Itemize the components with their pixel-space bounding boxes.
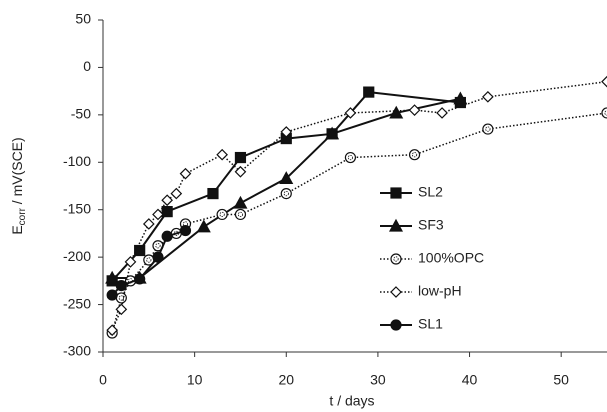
marker-inner bbox=[411, 152, 418, 158]
y-axis-label: Ecorr / mV(SCE) bbox=[9, 137, 28, 234]
marker bbox=[161, 194, 173, 207]
legend-label: SL1 bbox=[418, 316, 443, 332]
x-tick-label: 30 bbox=[370, 372, 386, 388]
marker bbox=[453, 91, 468, 105]
y-tick-label: 50 bbox=[75, 11, 91, 27]
marker bbox=[482, 90, 494, 103]
x-tick-label: 40 bbox=[462, 372, 478, 388]
y-label-rest: / mV(SCE) bbox=[9, 137, 25, 208]
y-tick-label: -250 bbox=[63, 295, 91, 311]
x-tick-label: 50 bbox=[553, 372, 569, 388]
marker-inner bbox=[237, 211, 244, 218]
marker bbox=[436, 107, 448, 119]
marker bbox=[179, 167, 192, 180]
y-tick-label: 0 bbox=[83, 58, 91, 74]
x-axis-label: t / days bbox=[329, 393, 374, 409]
marker-inner bbox=[485, 126, 491, 132]
marker bbox=[161, 230, 173, 242]
marker-inner bbox=[347, 154, 354, 161]
marker bbox=[115, 280, 127, 292]
marker bbox=[170, 187, 183, 200]
marker bbox=[344, 107, 357, 119]
marker bbox=[234, 208, 247, 221]
marker bbox=[344, 151, 357, 164]
marker bbox=[161, 206, 173, 218]
marker bbox=[207, 187, 219, 200]
marker bbox=[216, 148, 228, 161]
y-tick-label: -150 bbox=[63, 200, 91, 216]
y-tick-label: -200 bbox=[63, 248, 91, 264]
marker bbox=[115, 292, 127, 304]
marker-inner bbox=[118, 295, 124, 301]
marker bbox=[142, 218, 155, 230]
marker bbox=[390, 253, 402, 265]
marker bbox=[363, 86, 375, 98]
marker bbox=[408, 104, 421, 116]
marker bbox=[124, 256, 137, 268]
marker bbox=[389, 105, 404, 119]
legend-label: SF3 bbox=[418, 217, 444, 233]
marker bbox=[134, 244, 146, 257]
marker bbox=[280, 187, 292, 200]
marker bbox=[152, 251, 164, 263]
marker bbox=[106, 289, 118, 301]
marker-inner bbox=[393, 256, 399, 262]
y-tick-label: -300 bbox=[63, 343, 91, 359]
marker bbox=[280, 126, 293, 138]
marker bbox=[601, 75, 607, 88]
marker bbox=[390, 286, 402, 298]
x-tick-label: 0 bbox=[99, 372, 107, 388]
x-tick-label: 10 bbox=[187, 372, 203, 388]
y-tick-label: -50 bbox=[71, 106, 91, 122]
marker bbox=[152, 208, 164, 221]
marker bbox=[234, 151, 247, 164]
marker bbox=[388, 218, 404, 232]
marker bbox=[408, 149, 421, 161]
marker bbox=[105, 270, 120, 284]
marker bbox=[234, 165, 247, 178]
y-label-sub: corr bbox=[17, 207, 28, 225]
marker bbox=[390, 187, 402, 199]
marker bbox=[325, 126, 340, 140]
marker bbox=[134, 273, 146, 285]
legend-label: 100%OPC bbox=[418, 250, 484, 266]
marker-inner bbox=[146, 257, 152, 263]
marker bbox=[196, 219, 211, 233]
y-tick-label: -100 bbox=[63, 153, 91, 169]
marker bbox=[179, 224, 192, 237]
marker-inner bbox=[155, 243, 161, 249]
marker bbox=[390, 319, 402, 331]
marker bbox=[279, 171, 294, 185]
y-label-main: E bbox=[9, 225, 25, 234]
marker bbox=[115, 303, 128, 316]
legend-label: low-pH bbox=[418, 283, 462, 299]
marker bbox=[482, 123, 494, 135]
marker-inner bbox=[283, 190, 289, 197]
series-line bbox=[111, 91, 461, 282]
series-line bbox=[111, 80, 607, 331]
series-line bbox=[112, 97, 461, 280]
marker bbox=[106, 324, 119, 337]
marker bbox=[216, 208, 228, 221]
legend-label: SL2 bbox=[418, 184, 443, 200]
x-tick-label: 20 bbox=[278, 372, 294, 388]
marker bbox=[233, 195, 248, 209]
marker-inner bbox=[219, 211, 225, 218]
